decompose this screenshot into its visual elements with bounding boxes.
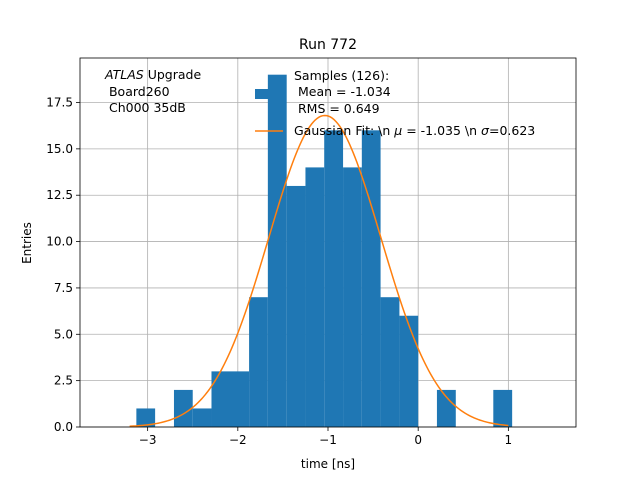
- axis-ticks: −3 −2 −1 0 10.02.55.07.510.012.515.017.5: [46, 96, 512, 447]
- legend-samples-rms: RMS = 0.649: [294, 101, 380, 116]
- y-axis-label: Entries: [20, 222, 34, 264]
- y-tick-label: 15.0: [46, 142, 73, 156]
- annotation-line-3: Ch000 35dB: [105, 100, 186, 115]
- chart-title: Run 772: [299, 37, 357, 53]
- histogram-bar: [267, 74, 287, 427]
- x-tick-label: −2: [229, 433, 247, 447]
- x-tick-label: 0: [414, 433, 422, 447]
- histogram-bar: [436, 389, 456, 427]
- y-tick-label: 0.0: [54, 420, 73, 434]
- histogram-bar: [343, 167, 362, 427]
- annotation-upgrade: Upgrade: [144, 67, 202, 82]
- histogram-bar: [286, 185, 306, 427]
- histogram-bar: [305, 167, 325, 427]
- histogram-bar: [493, 389, 513, 427]
- annotation-line-1: ATLAS Upgrade: [104, 67, 201, 82]
- y-tick-label: 5.0: [54, 327, 73, 341]
- histogram-bar: [211, 371, 250, 427]
- histogram-bars: [136, 74, 513, 427]
- legend-fit-label: Gaussian Fit: \n μ = -1.035 \n σ=0.623: [294, 123, 535, 138]
- atlas-annotation: ATLAS Upgrade Board260 Ch000 35dB: [104, 67, 201, 115]
- x-axis-label: time [ns]: [301, 457, 355, 471]
- legend-samples-title: Samples (126):: [294, 68, 389, 83]
- y-tick-label: 2.5: [54, 374, 73, 388]
- annotation-line-2: Board260: [105, 84, 170, 99]
- y-tick-label: 10.0: [46, 235, 73, 249]
- y-tick-label: 17.5: [46, 96, 73, 110]
- legend: Samples (126): Mean = -1.034 RMS = 0.649…: [255, 68, 535, 138]
- histogram-bar: [136, 408, 156, 427]
- annotation-atlas: ATLAS: [104, 67, 144, 82]
- x-tick-label: −3: [139, 433, 157, 447]
- histogram-bar: [192, 408, 212, 427]
- histogram-bar: [173, 389, 193, 427]
- y-tick-label: 7.5: [54, 281, 73, 295]
- legend-fit-sigma: σ: [481, 123, 490, 138]
- legend-samples-swatch: [255, 89, 283, 99]
- histogram-bar: [324, 130, 344, 427]
- histogram-bar: [249, 297, 268, 427]
- y-tick-label: 12.5: [46, 188, 73, 202]
- legend-fit-text-b: = -1.035 \n: [402, 123, 481, 138]
- legend-fit-mu: μ: [393, 123, 402, 138]
- histogram-bar: [380, 297, 400, 427]
- gaussian-fit-curve: [129, 114, 509, 428]
- legend-samples-mean: Mean = -1.034: [294, 84, 391, 99]
- x-tick-label: 1: [505, 433, 513, 447]
- x-tick-label: −1: [319, 433, 337, 447]
- histogram-bar: [399, 315, 419, 427]
- histogram-bar: [361, 130, 381, 427]
- legend-fit-text-c: =0.623: [489, 123, 535, 138]
- legend-fit-text-a: Gaussian Fit: \n: [294, 123, 394, 138]
